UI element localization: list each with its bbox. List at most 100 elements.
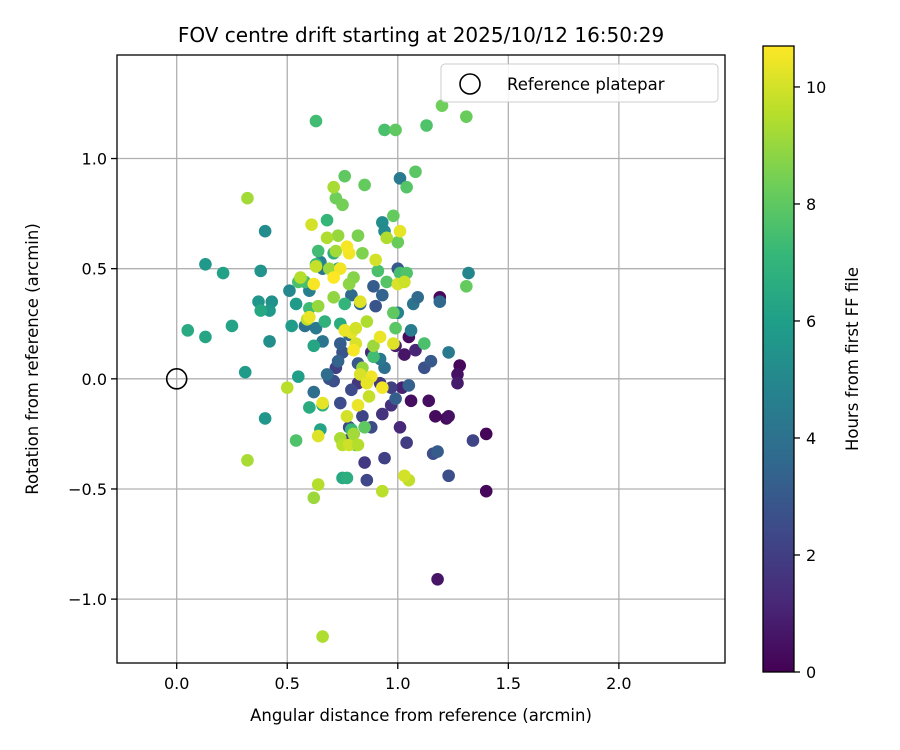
data-point-164 xyxy=(347,427,360,441)
data-point-151 xyxy=(241,454,254,467)
data-point-89 xyxy=(225,319,239,333)
data-point-142 xyxy=(342,277,356,291)
data-point-3 xyxy=(429,409,442,423)
data-point-60 xyxy=(309,321,323,335)
data-point-90 xyxy=(216,266,230,280)
data-point-140 xyxy=(356,246,369,260)
data-point-91 xyxy=(199,257,212,271)
data-point-160 xyxy=(316,630,329,643)
data-point-20 xyxy=(378,451,391,465)
reference-platepar-marker xyxy=(165,368,188,390)
data-point-168 xyxy=(367,339,380,353)
data-point-159 xyxy=(307,491,321,505)
data-point-118 xyxy=(380,275,394,289)
data-point-198 xyxy=(349,321,363,335)
legend-box xyxy=(440,63,719,103)
colorbar-ticks: 0 2 4 6 8 10 xyxy=(794,78,826,682)
data-point-27 xyxy=(356,409,369,423)
data-point-155 xyxy=(309,260,323,273)
data-point-93 xyxy=(181,324,195,337)
data-point-174 xyxy=(398,275,411,289)
plot-frame xyxy=(116,54,726,664)
data-point-150 xyxy=(241,191,254,205)
grid xyxy=(117,55,725,663)
data-point-26 xyxy=(384,381,398,394)
data-points xyxy=(181,99,493,643)
data-point-127 xyxy=(391,235,405,249)
data-point-51 xyxy=(369,299,382,313)
x-axis-label: Angular distance from reference (arcmin) xyxy=(250,706,592,725)
x-tick-label-3: 1.5 xyxy=(496,674,521,693)
data-point-85 xyxy=(285,319,298,333)
data-point-15 xyxy=(409,343,422,357)
chart-title: FOV centre drift starting at 2025/10/12 … xyxy=(178,23,664,47)
data-point-41 xyxy=(431,445,444,458)
data-point-9 xyxy=(451,368,464,381)
colorbar-tick-label-0: 0 xyxy=(806,663,816,682)
legend: Reference platepar xyxy=(440,63,719,103)
y-axis-label: Rotation from reference (arcmin) xyxy=(23,223,42,495)
x-tick-label-0: 0.0 xyxy=(164,674,189,693)
data-point-148 xyxy=(331,229,345,242)
y-tick-label-2: 0.0 xyxy=(82,370,107,389)
data-point-136 xyxy=(460,110,473,123)
data-point-57 xyxy=(320,368,334,381)
x-axis-ticks: 0.0 0.5 1.0 1.5 2.0 xyxy=(164,663,632,693)
data-point-45 xyxy=(424,354,438,368)
data-point-29 xyxy=(345,383,358,397)
data-point-42 xyxy=(466,434,480,447)
data-point-197 xyxy=(338,324,352,337)
y-tick-label-3: 0.5 xyxy=(82,260,107,279)
data-point-116 xyxy=(367,350,380,364)
data-point-194 xyxy=(353,368,367,381)
data-point-182 xyxy=(347,343,360,357)
data-point-77 xyxy=(258,224,272,238)
data-point-12 xyxy=(404,394,418,408)
legend-open-circle-icon xyxy=(459,73,481,95)
data-point-166 xyxy=(360,315,374,328)
data-point-190 xyxy=(303,310,316,324)
data-point-47 xyxy=(389,392,402,405)
data-point-5 xyxy=(479,427,493,441)
data-point-189 xyxy=(316,396,329,410)
data-point-157 xyxy=(311,429,325,443)
data-point-126 xyxy=(409,165,422,179)
data-point-82 xyxy=(263,335,276,348)
data-point-191 xyxy=(307,277,321,291)
data-point-8 xyxy=(442,409,455,423)
data-point-125 xyxy=(400,180,413,194)
data-point-173 xyxy=(393,224,407,238)
data-point-165 xyxy=(351,438,365,452)
data-point-55 xyxy=(334,337,347,350)
data-point-78 xyxy=(254,264,268,278)
data-point-94 xyxy=(254,304,268,317)
data-point-73 xyxy=(433,295,447,309)
data-point-137 xyxy=(460,280,473,293)
data-point-87 xyxy=(258,412,272,425)
data-point-171 xyxy=(380,231,394,245)
data-point-169 xyxy=(369,253,382,267)
data-point-102 xyxy=(318,315,332,328)
data-point-134 xyxy=(420,119,433,132)
data-point-105 xyxy=(338,297,352,311)
data-point-128 xyxy=(358,178,371,192)
colorbar-tick-label-1: 2 xyxy=(806,546,816,565)
data-point-81 xyxy=(263,304,276,317)
data-point-22 xyxy=(360,473,374,487)
data-point-83 xyxy=(283,284,296,298)
x-tick-label-1: 0.5 xyxy=(275,674,300,693)
legend-label: Reference platepar xyxy=(507,75,665,94)
data-point-46 xyxy=(402,379,416,392)
data-point-19 xyxy=(400,436,413,450)
data-point-158 xyxy=(311,478,325,491)
data-point-108 xyxy=(311,244,325,258)
colorbar-tick-label-2: 4 xyxy=(806,429,816,448)
data-point-123 xyxy=(387,306,400,320)
data-point-147 xyxy=(327,180,340,194)
data-point-115 xyxy=(358,420,371,434)
data-point-70 xyxy=(404,324,418,337)
data-point-71 xyxy=(462,266,475,280)
data-point-30 xyxy=(334,396,347,410)
data-point-21 xyxy=(358,456,371,469)
